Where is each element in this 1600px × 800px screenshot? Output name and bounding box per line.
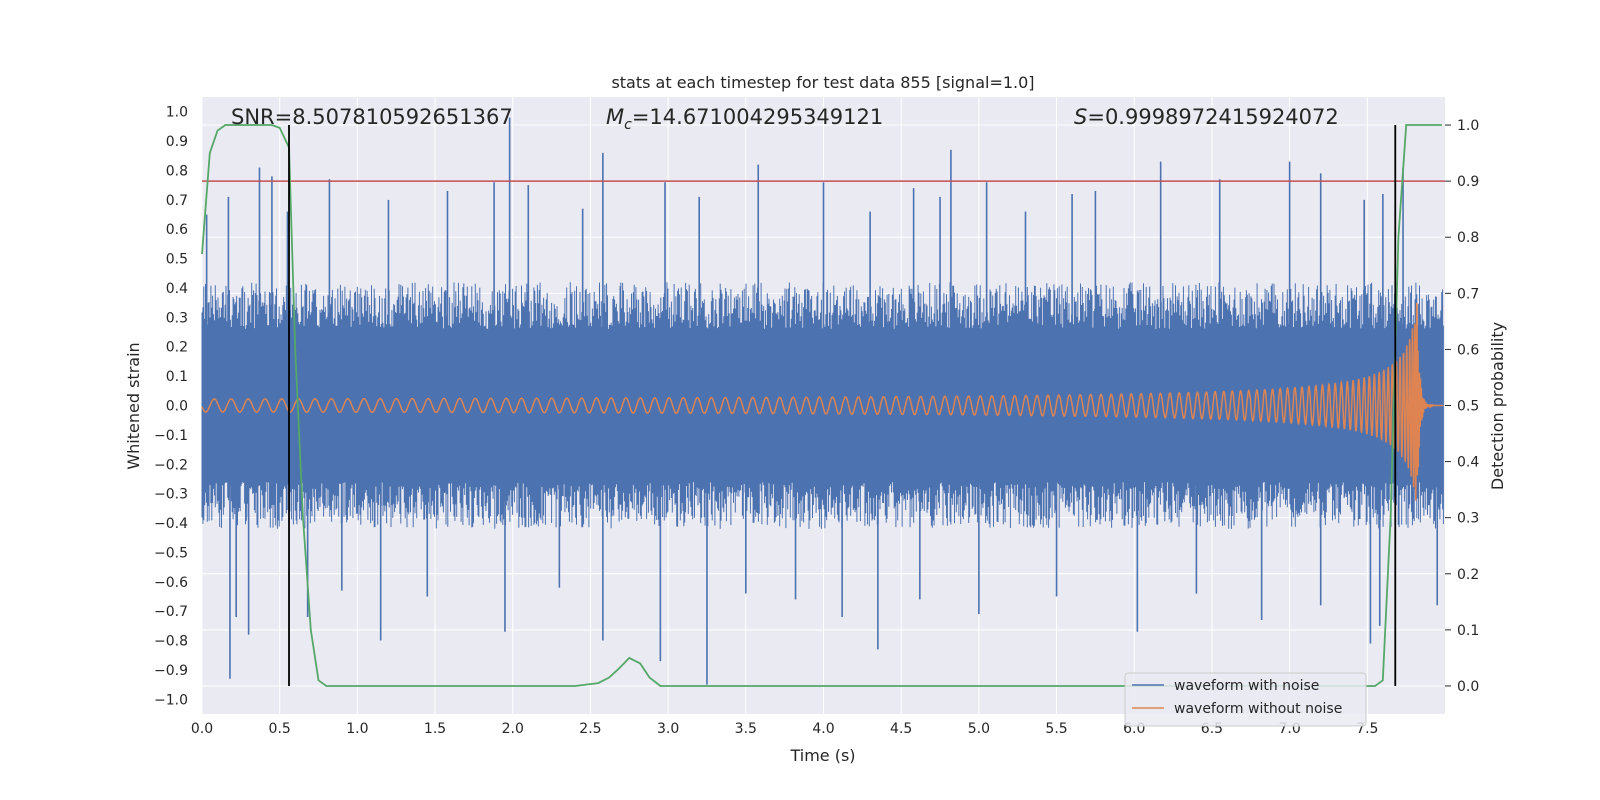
y2-tick-label: 1.0	[1457, 118, 1479, 134]
y2-axis-ticks: 1.0 0.9 0.8 0.7 0.6 0.5 0.4 0.3 0.2 0.1 0.0	[1445, 118, 1479, 695]
x-tick-label: 2.5	[579, 721, 601, 737]
annotation-chirp-mass: Mc=14.671004295349121	[606, 105, 883, 133]
y2-tick-label: 0.2	[1457, 567, 1479, 583]
y-tick-label: −0.7	[154, 604, 188, 620]
annotation-stat: S=0.9998972415924072	[1074, 105, 1339, 129]
y-axis-label: Whitened strain	[124, 342, 143, 469]
y-tick-label: −1.0	[154, 692, 188, 708]
y2-tick-label: 0.0	[1457, 679, 1479, 695]
y-tick-label: −0.4	[154, 516, 188, 532]
noisy-waveform-band	[201, 282, 1444, 529]
y2-tick-label: 0.1	[1457, 623, 1479, 639]
y-tick-label: 0.5	[166, 252, 188, 268]
legend: waveform with noise waveform without noi…	[1124, 672, 1367, 727]
annotation-mc-subscript: c	[624, 117, 632, 133]
y-tick-label: −0.9	[154, 663, 188, 679]
y2-tick-label: 0.6	[1457, 342, 1479, 358]
annotation-s-symbol: S	[1074, 105, 1087, 129]
x-tick-label: 5.0	[968, 721, 990, 737]
y-axis-ticks: 1.0 0.9 0.8 0.7 0.6 0.5 0.4 0.3 0.2 0.1 0.0 −0.1 −0.…	[154, 105, 188, 709]
x-tick-label: 1.5	[424, 721, 446, 737]
x-axis-label: Time (s)	[789, 746, 855, 765]
y-tick-label: −0.8	[154, 634, 188, 650]
y-tick-label: 0.2	[166, 340, 188, 356]
y-tick-label: 0.3	[166, 310, 188, 326]
y-tick-label: 0.0	[166, 399, 188, 415]
clean-waveform-line	[201, 302, 1444, 501]
annotation-mc-value: =14.671004295349121	[632, 105, 883, 129]
y-tick-label: −0.3	[154, 487, 188, 503]
x-tick-label: 3.5	[735, 721, 757, 737]
y2-axis-label: Detection probability	[1488, 322, 1507, 490]
x-tick-label: 4.5	[890, 721, 912, 737]
x-tick-label: 1.0	[346, 721, 368, 737]
y-tick-label: −0.1	[154, 428, 188, 444]
y-tick-label: −0.5	[154, 545, 188, 561]
y-tick-label: 0.8	[166, 163, 188, 179]
plot-area	[201, 117, 1445, 687]
x-tick-label: 0.0	[191, 721, 213, 737]
x-tick-label: 5.5	[1045, 721, 1067, 737]
legend-label-noisy: waveform with noise	[1174, 678, 1319, 694]
y-tick-label: 0.1	[166, 369, 188, 385]
chart-title: stats at each timestep for test data 855…	[611, 73, 1034, 92]
y2-tick-label: 0.4	[1457, 455, 1479, 471]
annotation-mc-symbol: M	[606, 105, 624, 129]
y-tick-label: 0.4	[166, 281, 188, 297]
x-tick-label: 0.5	[269, 721, 291, 737]
y-tick-label: −0.6	[154, 575, 188, 591]
y2-tick-label: 0.9	[1457, 174, 1479, 190]
x-tick-label: 3.0	[657, 721, 679, 737]
y2-tick-label: 0.3	[1457, 511, 1479, 527]
y-tick-label: 1.0	[166, 105, 188, 121]
y2-tick-label: 0.8	[1457, 230, 1479, 246]
y2-tick-label: 0.7	[1457, 286, 1479, 302]
annotation-snr: SNR=8.507810592651367	[231, 105, 513, 129]
legend-box	[1124, 672, 1367, 727]
x-tick-label: 2.0	[502, 721, 524, 737]
y-tick-label: −0.2	[154, 457, 188, 473]
y-tick-label: 0.7	[166, 193, 188, 209]
x-tick-label: 4.0	[812, 721, 834, 737]
y-tick-label: 0.9	[166, 134, 188, 150]
y2-tick-label: 0.5	[1457, 399, 1479, 415]
annotation-s-value: =0.9998972415924072	[1087, 105, 1338, 129]
y-tick-label: 0.6	[166, 222, 188, 238]
legend-label-clean: waveform without noise	[1174, 701, 1342, 717]
